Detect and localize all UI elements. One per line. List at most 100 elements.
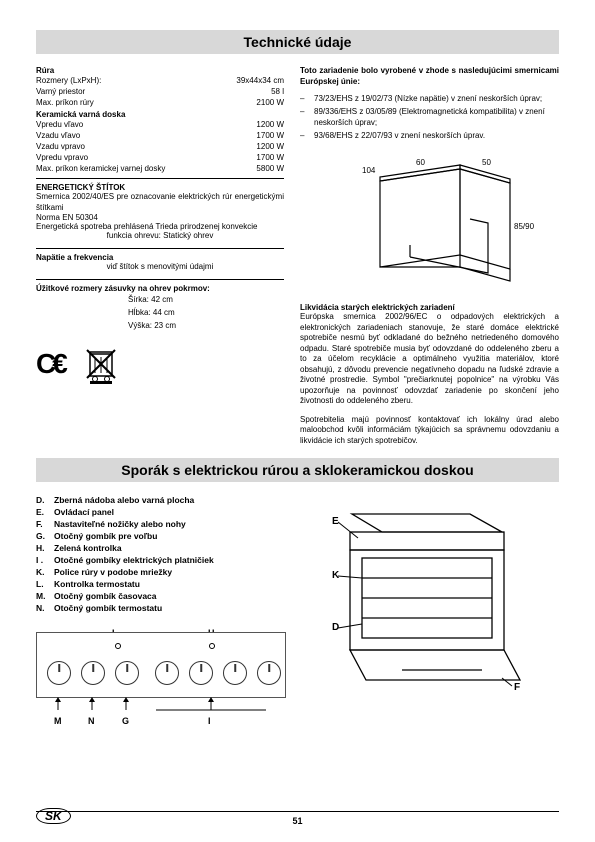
dash-icon: – bbox=[300, 93, 306, 104]
dim-60: 60 bbox=[416, 158, 425, 167]
spec-value: 1200 W bbox=[256, 141, 284, 152]
legend-item: E. Ovládací panel bbox=[36, 506, 286, 518]
legend-item: L. Kontrolka termostatu bbox=[36, 578, 286, 590]
legend-key: K. bbox=[36, 566, 50, 578]
indicator-light-icon bbox=[209, 643, 215, 649]
hob-heading: Keramická varná doska bbox=[36, 110, 284, 119]
dim-8590: 85/90 bbox=[514, 222, 535, 231]
legend-text: Otočný gombík časovaca bbox=[54, 590, 157, 602]
weee-bin-icon bbox=[84, 344, 118, 384]
legend-key: E. bbox=[36, 506, 50, 518]
drawer-heading: Úžitkové rozmery zásuvky na ohrev pokrmo… bbox=[36, 284, 284, 293]
legend-text: Otočný gombík pre voľbu bbox=[54, 530, 157, 542]
legend-key: I . bbox=[36, 554, 50, 566]
legend-text: Zelená kontrolka bbox=[54, 542, 122, 554]
control-panel-diagram bbox=[36, 632, 286, 698]
legend-text: Kontrolka termostatu bbox=[54, 578, 140, 590]
energy-line3: Energetická spotreba prehlásená Trieda p… bbox=[36, 222, 284, 231]
drawer-dim: Šírka: 42 cm bbox=[36, 293, 284, 306]
legend-text: Otočné gombíky elektrických platničiek bbox=[54, 554, 214, 566]
oven-specs: Rozmery (LxPxH): 39x44x34 cm Varný priest… bbox=[36, 75, 284, 108]
legend-key: F. bbox=[36, 518, 50, 530]
legend-item: G. Otočný gombík pre voľbu bbox=[36, 530, 286, 542]
legend-item: D.Zberná nádoba alebo varná plocha bbox=[36, 494, 286, 506]
spec-value: 5800 W bbox=[256, 163, 284, 174]
legend-item: K.Police rúry v podobe mriežky bbox=[36, 566, 286, 578]
cooker-columns: D.Zberná nádoba alebo varná plocha E. Ovl… bbox=[36, 494, 559, 698]
spec-label: Vpredu vľavo bbox=[36, 119, 83, 130]
compliance-intro: Toto zariadenie bolo vyrobené v zhode s … bbox=[300, 66, 559, 87]
spec-label: Vzadu vľavo bbox=[36, 130, 80, 141]
oven-heading: Rúra bbox=[36, 66, 284, 75]
energy-line2: Norma EN 50304 bbox=[36, 213, 284, 222]
spec-label: Vpredu vpravo bbox=[36, 152, 88, 163]
sk-badge: SK bbox=[36, 808, 71, 824]
legend-key: H. bbox=[36, 542, 50, 554]
tech-title: Technické údaje bbox=[36, 30, 559, 54]
divider bbox=[36, 178, 284, 179]
energy-line1: Smernica 2002/40/ES pre oznacovanie elek… bbox=[36, 192, 284, 213]
spec-value: 1200 W bbox=[256, 119, 284, 130]
dash-icon: – bbox=[300, 106, 306, 128]
knob bbox=[115, 661, 139, 685]
legend-key: L. bbox=[36, 578, 50, 590]
voltage-heading: Napätie a frekvencia bbox=[36, 253, 284, 262]
label-N: N bbox=[88, 716, 95, 726]
stove-dimensions-diagram: 104 60 50 85/90 bbox=[320, 147, 540, 297]
indicator-light-icon bbox=[115, 643, 121, 649]
knob bbox=[257, 661, 281, 685]
compliance-item: –93/68/EHS z 22/07/93 v znení neskorších… bbox=[300, 130, 559, 141]
legend-text: Ovládací panel bbox=[54, 506, 114, 518]
spec-value: 1700 W bbox=[256, 152, 284, 163]
weee-body2: Spotrebitelia majú povinnosť kontaktovať… bbox=[300, 415, 559, 447]
legend-key: M. bbox=[36, 590, 50, 602]
spec-row: Vpredu vpravo 1700 W bbox=[36, 152, 284, 163]
compliance-item: –89/336/EHS z 03/05/89 (Elektromagnetick… bbox=[300, 106, 559, 128]
ce-row: C€ bbox=[36, 344, 284, 384]
stove-front-diagram: E K D F bbox=[302, 494, 532, 694]
spec-row: Rozmery (LxPxH): 39x44x34 cm bbox=[36, 75, 284, 86]
legend-item: I . Otočné gombíky elektrických platničie… bbox=[36, 554, 286, 566]
spec-value: 39x44x34 cm bbox=[236, 75, 284, 86]
label-M: M bbox=[54, 716, 62, 726]
ce-mark-icon: C€ bbox=[36, 348, 64, 380]
weee-title: Likvidácia starých elektrických zariaden… bbox=[300, 303, 559, 312]
drawer-vyska: Výška: 23 cm bbox=[128, 319, 176, 332]
spec-label: Max. príkon rúry bbox=[36, 97, 94, 108]
drawer-hlbka: Hĺbka: 44 cm bbox=[128, 306, 175, 319]
spec-row: Varný priestor58 l bbox=[36, 86, 284, 97]
legend-key: D. bbox=[36, 494, 50, 506]
compliance-text: 73/23/EHS z 19/02/73 (Nízke napätie) v z… bbox=[314, 93, 542, 104]
legend-item: H. Zelená kontrolka bbox=[36, 542, 286, 554]
drawer-dim: Výška: 23 cm bbox=[36, 319, 284, 332]
drawer-sirka: Šírka: 42 cm bbox=[128, 293, 173, 306]
spec-value: 2100 W bbox=[256, 97, 284, 108]
spec-label: Varný priestor bbox=[36, 86, 85, 97]
legend-text: Nastaviteľné nožičky alebo nohy bbox=[54, 518, 186, 530]
legend-key: G. bbox=[36, 530, 50, 542]
label-G: G bbox=[122, 716, 129, 726]
label-I: I bbox=[208, 716, 211, 726]
dash-icon: – bbox=[300, 130, 306, 141]
divider bbox=[36, 279, 284, 280]
spec-row: Vpredu vľavo 1200 W bbox=[36, 119, 284, 130]
dim-104: 104 bbox=[362, 166, 376, 175]
voltage-line: viď štítok s menovitými údajmi bbox=[36, 262, 284, 271]
spec-label: Vzadu vpravo bbox=[36, 141, 85, 152]
spec-row: Vzadu vpravo 1200 W bbox=[36, 141, 284, 152]
legend-item: M. Otočný gombík časovaca bbox=[36, 590, 286, 602]
dim-50: 50 bbox=[482, 158, 491, 167]
cooker-title: Sporák s elektrickou rúrou a sklokeramic… bbox=[36, 458, 559, 482]
tech-left-col: Rúra Rozmery (LxPxH): 39x44x34 cm Varný p… bbox=[36, 66, 284, 446]
knob bbox=[81, 661, 105, 685]
spec-row: Max. príkon rúry 2100 W bbox=[36, 97, 284, 108]
compliance-text: 93/68/EHS z 22/07/93 v znení neskorších … bbox=[314, 130, 485, 141]
drawer-dim: Hĺbka: 44 cm bbox=[36, 306, 284, 319]
energy-heading: ENERGETICKÝ ŠTÍTOK bbox=[36, 183, 284, 192]
spec-label: Rozmery (LxPxH): bbox=[36, 75, 101, 86]
legend-item: F. Nastaviteľné nožičky alebo nohy bbox=[36, 518, 286, 530]
tech-columns: Rúra Rozmery (LxPxH): 39x44x34 cm Varný p… bbox=[36, 66, 559, 446]
spec-row: Max. príkon keramickej varnej dosky5800 … bbox=[36, 163, 284, 174]
legend-item: N.Otočný gombík termostatu bbox=[36, 602, 286, 614]
divider bbox=[36, 248, 284, 249]
